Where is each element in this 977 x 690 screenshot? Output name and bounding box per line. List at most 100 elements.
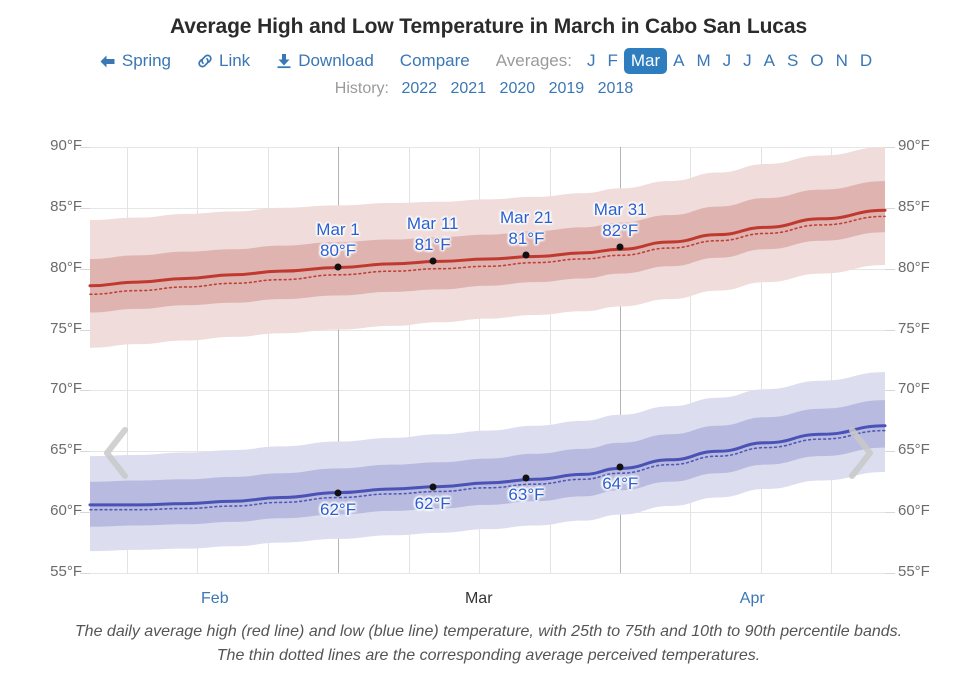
y-axis-tick-label-right: 70°F [898, 380, 930, 398]
y-axis-tick-label-right: 90°F [898, 137, 930, 154]
data-point-label: Mar 31 82°F [593, 199, 647, 240]
y-axis-tick [80, 329, 90, 331]
history-year-2019[interactable]: 2019 [548, 80, 585, 97]
month-dec[interactable]: D [859, 51, 873, 70]
prev-period-button[interactable] [98, 423, 136, 483]
history-year-2021[interactable]: 2021 [450, 80, 487, 97]
data-point-label: 63°F [508, 485, 545, 505]
temperature-chart: Mar 1 80°F Mar 11 81°F Mar 21 81°F Mar 31 82°F 6… [0, 105, 977, 607]
x-axis-month-feb[interactable]: Feb [201, 590, 229, 607]
series-paths [88, 147, 887, 552]
month-sep[interactable]: S [786, 51, 799, 70]
history-year-2022[interactable]: 2022 [401, 80, 438, 97]
data-point-label: 64°F [602, 474, 639, 494]
x-axis-month-apr[interactable]: Apr [739, 590, 765, 607]
y-axis-tick-label-left: 55°F [50, 563, 82, 580]
data-point-label: 62°F [414, 493, 451, 513]
compare-button[interactable]: Compare [400, 51, 470, 71]
y-axis-tick-label-left: 70°F [50, 380, 82, 398]
download-button[interactable]: Download [276, 51, 374, 71]
y-axis-tick-label-right: 55°F [898, 563, 930, 580]
y-axis-tick-label-right: 60°F [898, 502, 930, 520]
chevron-right-icon [849, 427, 873, 479]
y-axis-tick [885, 512, 895, 514]
gridline-h [90, 329, 885, 331]
gridline-v-minor [760, 147, 762, 573]
y-axis-tick [80, 451, 90, 453]
data-point-label: Mar 1 80°F [316, 220, 360, 261]
next-period-button[interactable] [841, 423, 879, 483]
y-axis-tick-label-right: 80°F [898, 258, 930, 276]
gridline-v-minor [549, 147, 551, 573]
gridline-v-minor [478, 147, 480, 573]
chart-caption: The daily average high (red line) and lo… [74, 623, 903, 664]
month-apr[interactable]: A [673, 51, 685, 70]
y-axis-tick [885, 573, 895, 574]
y-axis-tick [885, 207, 895, 209]
gridline-v-major [338, 147, 340, 573]
y-axis-tick-label-right: 75°F [898, 319, 930, 337]
y-axis-tick [885, 451, 895, 453]
data-point-dot [334, 263, 342, 271]
gridline-v-minor [197, 147, 199, 573]
month-mar[interactable]: Mar [623, 48, 668, 74]
data-point-dot [334, 489, 342, 497]
month-jun[interactable]: J [722, 51, 732, 70]
y-axis-tick-label-left: 80°F [50, 258, 82, 276]
month-oct[interactable]: O [810, 51, 824, 70]
history-year-2018[interactable]: 2018 [597, 80, 634, 97]
y-axis-tick-label-left: 75°F [50, 319, 82, 337]
y-axis-tick [80, 390, 90, 392]
averages-label: Averages: [495, 51, 572, 70]
x-axis-month-mar: Mar [464, 590, 493, 607]
back-to-spring-label: Spring [121, 51, 171, 70]
history-row: History: 2022 2021 2020 2019 2018 [0, 80, 977, 98]
download-icon [276, 53, 292, 69]
gridline-v-major [620, 147, 622, 573]
month-may[interactable]: M [696, 51, 711, 70]
month-jul[interactable]: J [743, 51, 752, 70]
chain-link-icon [197, 53, 213, 69]
y-axis-tick [80, 268, 90, 270]
arrow-left-icon [99, 54, 116, 69]
percentile-band [90, 400, 885, 527]
y-axis-tick [885, 147, 895, 148]
y-axis-tick [80, 207, 90, 209]
y-axis-tick [885, 329, 895, 331]
y-axis-tick [885, 268, 895, 270]
series-line [89, 215, 886, 296]
month-nov[interactable]: N [835, 51, 848, 70]
y-axis-tick-label-left: 85°F [50, 197, 82, 215]
y-axis-tick-label-left: 60°F [50, 502, 82, 520]
month-selector: J F Mar A M J J A S O N D [581, 48, 878, 74]
data-point-dot [522, 474, 530, 482]
compare-label: Compare [399, 51, 470, 70]
y-axis-tick-label-right: 85°F [898, 197, 930, 215]
data-point-label: Mar 21 81°F [499, 208, 553, 249]
month-aug[interactable]: A [763, 51, 775, 70]
gridline-v-minor [690, 147, 692, 573]
gridline-v-minor [408, 147, 410, 573]
history-year-2020[interactable]: 2020 [499, 80, 536, 97]
page-title: Average High and Low Temperature in Marc… [169, 15, 808, 38]
data-point-dot [616, 463, 624, 471]
y-axis-tick [80, 573, 90, 574]
back-to-spring-button[interactable]: Spring [99, 51, 171, 71]
gridline-v-minor [127, 147, 129, 573]
series-line [89, 429, 886, 511]
gridline-v-minor [830, 147, 832, 573]
download-label: Download [298, 51, 374, 70]
data-point-dot [616, 243, 624, 251]
series-line [88, 424, 887, 507]
month-feb[interactable]: F [607, 51, 618, 70]
history-label: History: [334, 80, 389, 97]
gridline-h [90, 390, 885, 392]
link-button[interactable]: Link [197, 51, 250, 71]
chevron-left-icon [104, 427, 128, 479]
gridline-h [90, 573, 885, 574]
data-point-dot [429, 257, 437, 265]
month-jan[interactable]: J [586, 51, 596, 70]
gridline-h [90, 147, 885, 148]
y-axis-tick [885, 390, 895, 392]
y-axis-tick-label-left: 65°F [50, 441, 82, 459]
